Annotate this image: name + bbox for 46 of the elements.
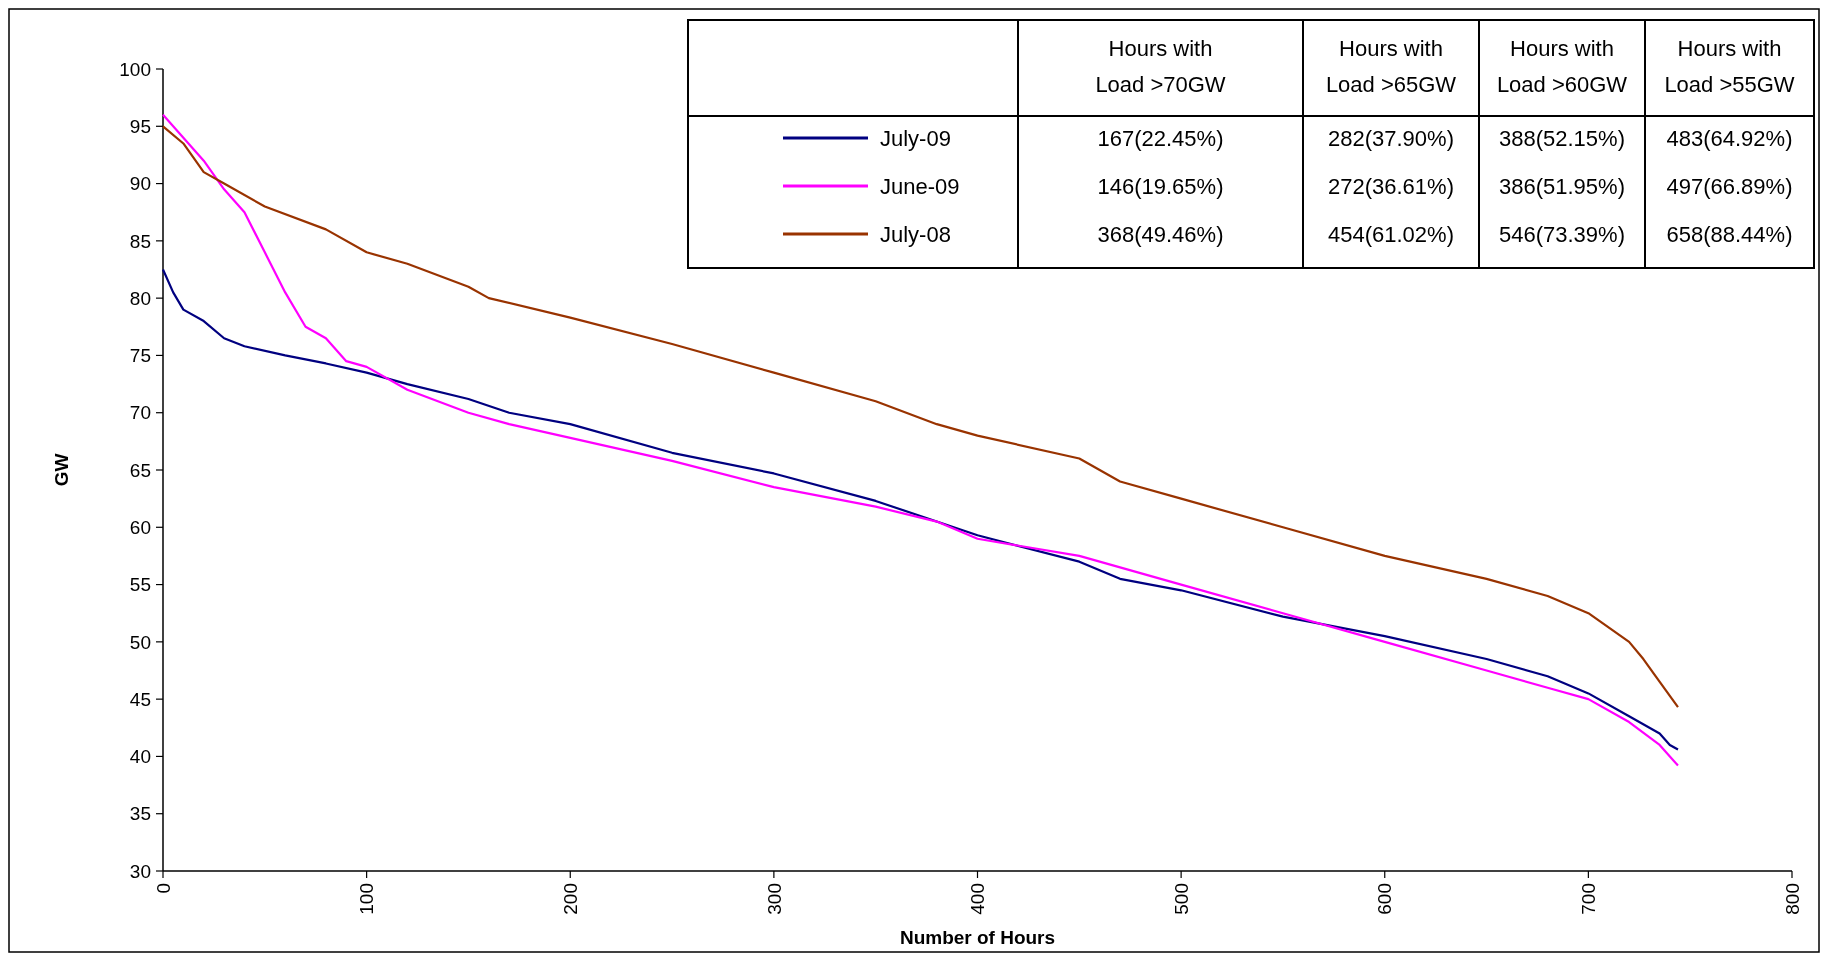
annotation: 388(52.15%) [1499, 125, 1625, 151]
legend-label: July-08 [880, 221, 951, 247]
x-tick-label: 400 [967, 883, 989, 915]
y-tick-label: 80 [129, 287, 151, 309]
x-tick-label: 0 [152, 883, 174, 894]
x-tick-label: 700 [1578, 883, 1600, 915]
y-tick-label: 95 [129, 115, 151, 137]
annotation: Hours with Load >70GW [1095, 36, 1226, 97]
y-tick-label: 35 [129, 803, 151, 825]
y-tick-label: 50 [129, 631, 151, 653]
y-tick-label: 85 [129, 230, 151, 252]
y-tick-label: 65 [129, 459, 151, 481]
annotation: 386(51.95%) [1499, 173, 1625, 199]
y-axis-title: GW [51, 453, 72, 487]
y-tick-label: 30 [129, 860, 151, 882]
annotation: Hours with Load >55GW [1664, 36, 1795, 97]
y-tick-label: 45 [129, 688, 151, 710]
y-tick-label: 75 [129, 345, 151, 367]
annotation: 658(88.44%) [1666, 221, 1793, 247]
x-tick-label: 100 [356, 883, 378, 915]
annotation: 454(61.02%) [1328, 221, 1454, 247]
annotation: 368(49.46%) [1097, 221, 1224, 247]
y-tick-label: 90 [129, 173, 151, 195]
y-tick-label: 60 [129, 516, 151, 538]
annotation: 282(37.90%) [1328, 125, 1454, 151]
x-axis-title: Number of Hours [899, 927, 1056, 948]
annotation: 272(36.61%) [1328, 173, 1454, 199]
y-tick-label: 100 [119, 58, 151, 80]
x-tick-label: 300 [763, 883, 785, 915]
x-tick-label: 600 [1374, 883, 1396, 915]
x-tick-label: 200 [559, 883, 581, 915]
legend-label: July-09 [880, 125, 951, 151]
annotation: 146(19.65%) [1097, 173, 1224, 199]
line-series [161, 268, 1680, 751]
x-tick-label: 500 [1170, 883, 1192, 915]
annotation: Hours with Load >65GW [1325, 36, 1457, 97]
annotation: 497(66.89%) [1666, 173, 1793, 199]
legend-label: June-09 [880, 173, 960, 199]
y-tick-label: 40 [129, 746, 151, 768]
annotation: 167(22.45%) [1097, 125, 1224, 151]
annotation: Hours with Load >60GW [1496, 36, 1628, 97]
y-tick-label: 55 [129, 574, 151, 596]
annotation: 483(64.92%) [1666, 125, 1793, 151]
annotation: 546(73.39%) [1499, 221, 1625, 247]
y-tick-label: 70 [129, 402, 151, 424]
x-tick-label: 800 [1781, 883, 1803, 915]
